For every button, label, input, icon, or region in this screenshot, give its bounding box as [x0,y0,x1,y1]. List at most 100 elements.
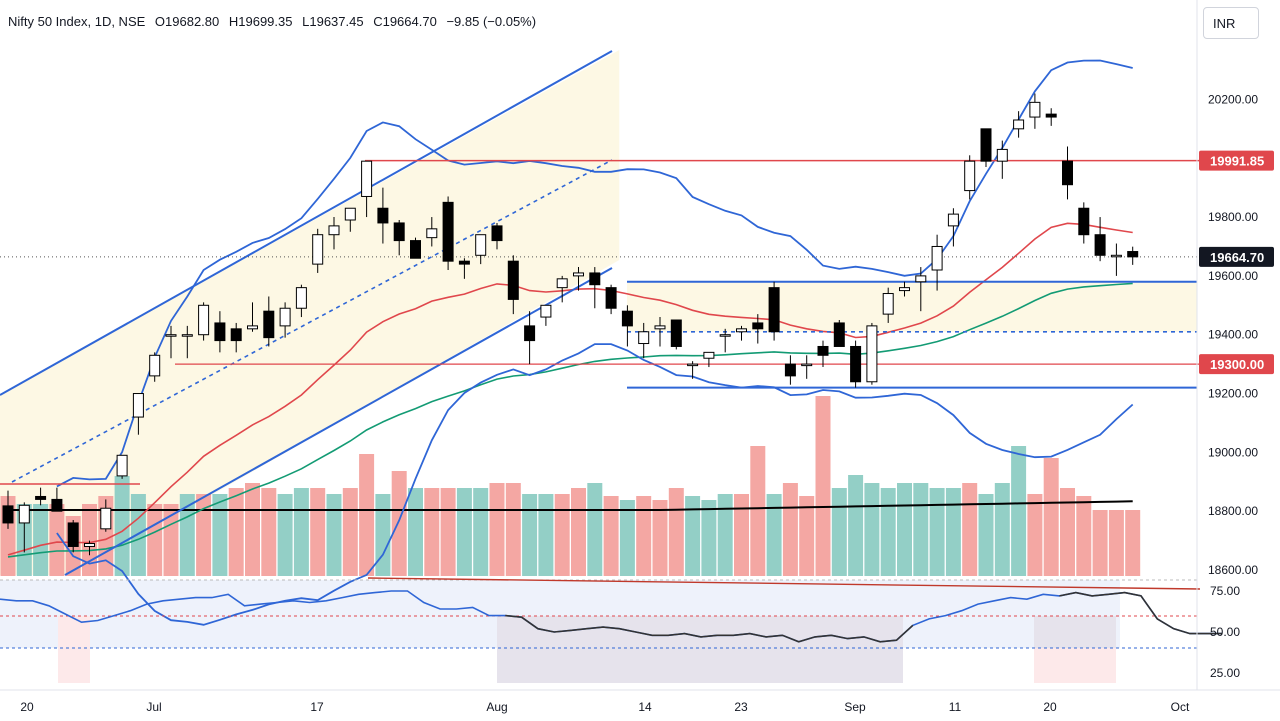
candle [116,454,128,477]
price-labels: 19991.85 19664.70 19300.00 [1199,150,1274,375]
symbol-header: Nifty 50 Index, 1D, NSE O19682.80 H19699… [8,14,542,29]
candle [915,275,927,283]
price-label-support: 19300.00 [1210,357,1264,372]
candle [181,334,193,337]
symbol-title[interactable]: Nifty 50 Index, 1D, NSE [8,14,146,29]
volume-bar [1125,510,1141,576]
candle [279,307,291,327]
candle [605,287,617,309]
ohlc-high: H19699.35 [228,14,293,29]
candle [964,160,976,192]
volume-bar [424,488,440,576]
volume-bar [603,496,619,576]
volume-bar [978,494,994,576]
volume-bar [864,483,880,576]
volume-bar [571,488,586,576]
candle [1110,254,1122,258]
candle [328,225,340,236]
volume-average-line [8,500,1133,511]
channel-upper-line [0,50,613,396]
candle [214,322,226,342]
candle [247,325,258,330]
candle [442,201,454,262]
time-tick-label: 17 [310,700,324,714]
candle [654,325,666,330]
price-tick-label: 19000.00 [1208,445,1258,459]
candle [344,207,356,221]
candle [670,319,682,347]
price-tick-label: 19600.00 [1208,269,1258,283]
volume-bar [33,504,49,576]
candle [524,325,536,342]
candle [393,222,405,242]
time-tick-label: 14 [638,700,652,714]
candle [866,325,878,383]
time-tick-label: 11 [949,700,962,714]
volume-bar [505,483,521,576]
price-tick-label: 19200.00 [1208,387,1258,401]
rsi-tick-label: 50.00 [1210,625,1240,639]
volume-bar [880,488,896,576]
volume-bar [668,488,684,576]
ohlc-change: −9.85 (−0.05%) [446,14,537,29]
rsi-zone-shade [497,616,903,683]
candle [377,207,389,224]
volume-bar [473,488,489,576]
time-tick-label: 20 [1043,700,1057,714]
time-tick-label: 20 [20,700,34,714]
candle [361,160,373,197]
volume-bar [782,483,798,576]
volume-bar [114,476,130,576]
volume-bar [554,494,570,576]
time-tick-label: 23 [734,700,748,714]
volume-bar [831,488,847,576]
rsi-trendline [367,577,1201,590]
time-tick-label: Sep [844,700,866,714]
candle [621,310,633,327]
volume-bar [147,504,163,576]
rsi-pane [0,577,1223,649]
candle [312,234,324,265]
volume-bar [1027,494,1043,576]
candle [556,278,568,289]
candle [410,240,421,259]
candle [736,328,747,333]
candle [996,148,1008,162]
candle [491,225,503,242]
candle [475,234,487,256]
candle [458,260,470,265]
candle [931,245,943,271]
volume-bar [375,494,391,576]
volume-bar [1060,488,1075,576]
ohlc-close: C19664.70 [373,14,437,29]
channel-lower-line [64,267,613,576]
rsi-tick-label: 25.00 [1210,666,1240,680]
range-shade [627,281,1197,332]
ema-slow-line [7,282,1133,558]
volume-bar [261,488,277,576]
volume-bar [717,494,733,576]
volume-bar [1076,496,1092,576]
volume-bar [212,494,228,576]
moving-averages [7,222,1133,558]
ohlc-open: O19682.80 [154,14,220,29]
candle [165,334,177,337]
price-tick-label: 19400.00 [1208,328,1258,342]
candle [1078,207,1090,236]
currency-button[interactable]: INR [1203,7,1259,39]
channel-shade [0,50,620,575]
price-tick-label: 18600.00 [1208,563,1258,577]
candle [1013,119,1025,130]
candle [1045,113,1057,118]
time-tick-label: Oct [1171,700,1190,714]
volume-bar [652,500,668,576]
volume-bar [750,446,766,576]
volume-bar [619,500,635,576]
volume-bar [1043,458,1059,576]
volume-bar [587,483,603,576]
price-tick-label: 18800.00 [1208,504,1258,518]
candle [426,228,438,239]
candle [817,345,829,356]
price-label-bg [1199,354,1274,375]
